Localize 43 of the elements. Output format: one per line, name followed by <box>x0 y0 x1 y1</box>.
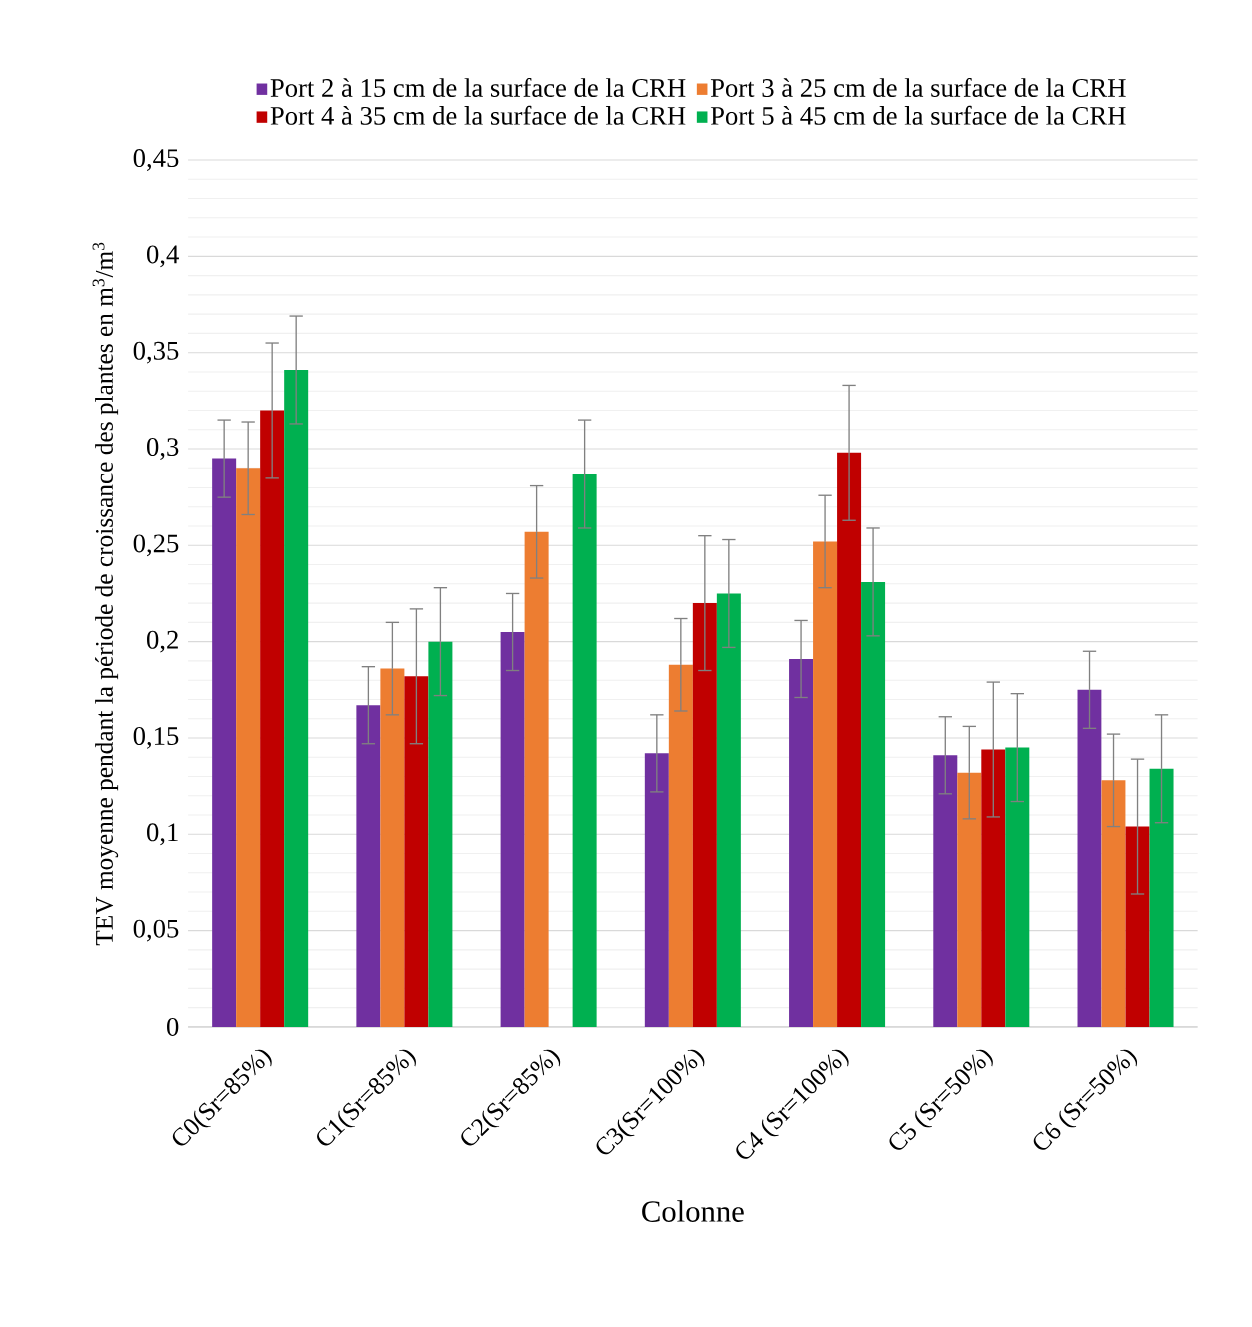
bar <box>1125 826 1150 1027</box>
y-tick-label: 0,4 <box>146 245 179 268</box>
bar <box>788 658 813 1027</box>
bar <box>211 458 236 1027</box>
y-axis-title: TEV moyenne pendant la période de croissance des plantes en m$^{3}$/m$^{3}$ <box>92 242 118 946</box>
y-tick-label: 0,3 <box>146 438 179 460</box>
bar <box>236 468 261 1027</box>
x-axis-title: Colonne <box>641 1200 744 1222</box>
y-tick-label: 0,25 <box>133 534 179 557</box>
bar <box>572 474 597 1027</box>
bar <box>356 705 381 1027</box>
bar <box>1101 780 1126 1027</box>
legend-label: Port 4 à 35 cm de la surface de la CRH <box>270 105 686 125</box>
bar <box>860 581 885 1027</box>
legend-label: Port 3 à 25 cm de la surface de la CRH <box>710 77 1126 97</box>
y-tick-label: 0,35 <box>133 341 179 364</box>
y-tick-label: 0,2 <box>146 630 178 653</box>
bar <box>428 641 453 1027</box>
bar <box>260 410 285 1027</box>
bar <box>500 632 525 1027</box>
bar <box>644 753 669 1027</box>
y-tick-label: 0,05 <box>133 919 179 942</box>
bar <box>812 541 837 1027</box>
bar <box>957 772 982 1027</box>
bar <box>981 749 1006 1027</box>
legend-label: Port 2 à 15 cm de la surface de la CRH <box>270 77 686 97</box>
bar <box>668 664 693 1027</box>
bar <box>692 603 717 1027</box>
bar <box>524 531 549 1027</box>
y-tick-label: 0,45 <box>133 149 179 171</box>
y-tick-label: 0,1 <box>146 823 178 846</box>
bar <box>380 668 405 1027</box>
bar <box>1005 747 1030 1027</box>
y-tick-label: 0,15 <box>133 727 179 749</box>
bar <box>716 593 741 1027</box>
bar <box>933 755 958 1027</box>
legend-label: Port 5 à 45 cm de la surface de la CRH <box>710 105 1126 125</box>
bar <box>284 370 309 1027</box>
y-tick-label: 0 <box>166 1017 179 1036</box>
bar <box>1149 768 1174 1027</box>
bar <box>404 676 429 1027</box>
bar <box>1077 689 1102 1027</box>
bar <box>836 452 861 1027</box>
